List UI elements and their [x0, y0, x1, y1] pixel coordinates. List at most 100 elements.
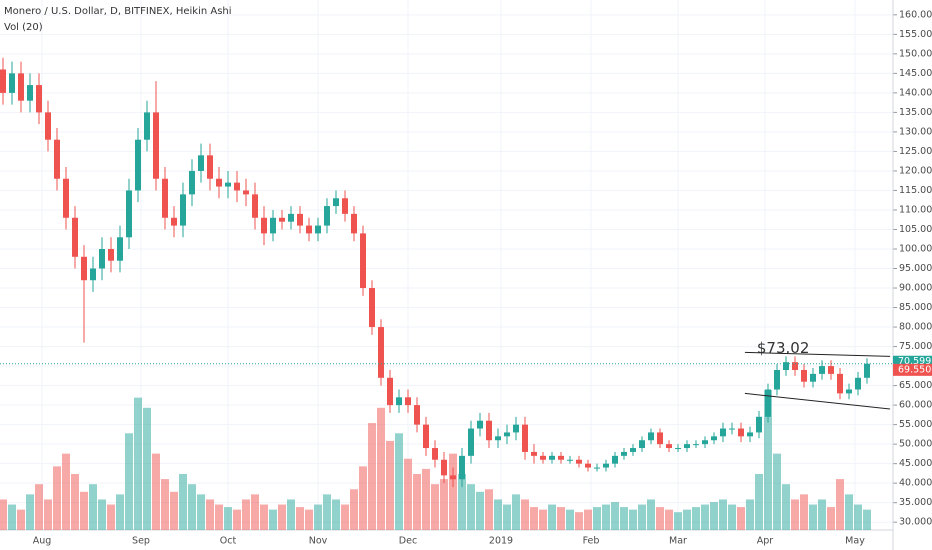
volume-bar: [314, 504, 322, 530]
volume-bar: [467, 484, 475, 530]
candle-body: [693, 444, 699, 446]
candle-body: [135, 139, 141, 191]
volume-bar: [701, 504, 709, 530]
price-tag-label: 70.599: [898, 356, 931, 367]
volume-bar: [782, 484, 790, 530]
volume-bar: [566, 509, 574, 530]
candle-body: [234, 182, 240, 191]
candle-body: [297, 213, 303, 226]
volume-bar: [179, 474, 187, 530]
candle-body: [756, 416, 762, 433]
x-tick-label: Nov: [309, 536, 328, 547]
y-tick-label: 100.000: [899, 243, 932, 254]
candle-body: [720, 428, 726, 437]
volume-bar: [134, 397, 142, 530]
candle-body: [531, 451, 537, 456]
volume-bar: [692, 507, 700, 530]
volume-bar: [575, 512, 583, 530]
candle-body: [666, 444, 672, 449]
candle-body: [810, 373, 816, 382]
candle-body: [765, 389, 771, 417]
candle-body: [729, 428, 735, 430]
volume-bar: [62, 453, 70, 530]
candle-body: [324, 206, 330, 226]
candle-body: [594, 467, 600, 469]
y-tick-label: 30.000: [899, 517, 932, 528]
volume-bar: [116, 494, 124, 530]
y-tick-label: 130.000: [899, 126, 932, 137]
y-tick-label: 75.000: [899, 341, 932, 352]
volume-bar: [26, 494, 34, 530]
candle-body: [288, 213, 294, 222]
volume-bar: [494, 499, 502, 530]
volume-bar: [755, 474, 763, 530]
candle-body: [45, 112, 51, 140]
candle-body: [270, 217, 276, 234]
candle-body: [414, 405, 420, 425]
volume-bar: [458, 474, 466, 530]
volume-bar: [737, 507, 745, 530]
volume-bar: [764, 390, 772, 530]
volume-bar: [485, 489, 493, 530]
y-tick-label: 150.000: [899, 48, 932, 59]
candle-body: [540, 455, 546, 460]
volume-bar: [44, 499, 52, 530]
candle-body: [747, 432, 753, 437]
x-tick-label: Apr: [757, 536, 774, 547]
volume-bar: [791, 499, 799, 530]
candle-body: [864, 363, 870, 378]
volume-bar: [0, 499, 7, 530]
candle-body: [18, 73, 24, 101]
volume-bar: [71, 474, 79, 530]
candle-body: [27, 85, 33, 101]
candle-body: [603, 463, 609, 468]
volume-bar: [809, 504, 817, 530]
candle-body: [36, 85, 42, 113]
candle-body: [162, 178, 168, 218]
volume-bar: [143, 407, 151, 530]
candle-body: [153, 112, 159, 179]
candle-body: [180, 194, 186, 226]
y-tick-label: 80.000: [899, 322, 932, 333]
volume-bar: [440, 479, 448, 530]
volume-bar: [305, 509, 313, 530]
volume-bar: [296, 507, 304, 530]
candle-body: [684, 444, 690, 449]
candle-body: [828, 366, 834, 374]
candle-body: [126, 190, 132, 238]
volume-bar: [611, 502, 619, 530]
y-tick-label: 160.000: [899, 9, 932, 20]
volume-bar: [323, 494, 331, 530]
candle-body: [9, 73, 15, 93]
candle-body: [468, 428, 474, 456]
candle-body: [549, 455, 555, 460]
volume-bar: [152, 453, 160, 530]
volume-bar: [395, 433, 403, 530]
candle-body: [225, 182, 231, 187]
candle-body: [99, 248, 105, 269]
volume-bar: [422, 468, 430, 530]
candle-body: [801, 369, 807, 382]
y-tick-label: 125.000: [899, 146, 932, 157]
volume-bar: [503, 504, 511, 530]
volume-bar: [629, 509, 637, 530]
candle-body: [108, 248, 114, 261]
candle-body: [495, 436, 501, 441]
volume-bar: [287, 499, 295, 530]
y-tick-label: 55.000: [899, 419, 932, 430]
x-tick-label: Oct: [220, 536, 237, 547]
candle-body: [711, 436, 717, 441]
volume-bar: [638, 504, 646, 530]
candle-body: [513, 424, 519, 433]
candle-body: [576, 459, 582, 464]
volume-bar: [413, 474, 421, 530]
y-tick-label: 105.000: [899, 224, 932, 235]
volume-bar: [647, 499, 655, 530]
y-tick-label: 110.000: [899, 204, 932, 215]
volume-bar: [449, 453, 457, 530]
x-tick-label: May: [845, 536, 865, 547]
price-tag: [893, 363, 932, 376]
candle-body: [117, 237, 123, 261]
candle-body: [261, 217, 267, 234]
volume-bar: [125, 433, 133, 530]
